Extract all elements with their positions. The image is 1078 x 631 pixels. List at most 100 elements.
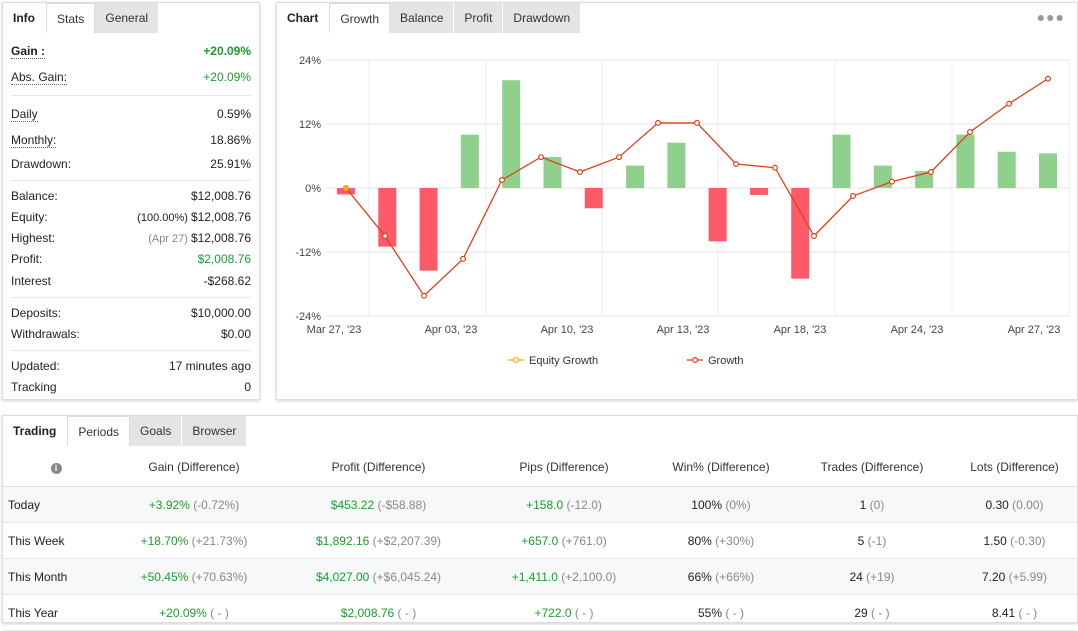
win-cell-difference: (+30%) <box>715 533 755 548</box>
tab-periods[interactable]: Periods <box>67 416 131 446</box>
col-lots: Lots (Difference) <box>952 448 1077 487</box>
gain-value: +20.09% <box>203 44 251 58</box>
deposits-value: $10,000.00 <box>190 306 251 320</box>
profit-cell-difference: (+$2,207.39) <box>372 533 442 548</box>
growth-point <box>888 178 895 185</box>
pips-cell-difference: ( - ) <box>574 605 594 620</box>
lots-cell-value: 0.30 <box>985 497 1009 512</box>
updated-label: Updated: <box>11 359 60 373</box>
growth-bar <box>997 151 1016 188</box>
win-cell-difference: (0%) <box>725 497 751 512</box>
y-tick-label: -24% <box>295 311 321 323</box>
growth-point <box>460 255 467 262</box>
more-dots-icon[interactable]: ●●● <box>1036 9 1065 25</box>
pips-cell-difference: (+2,100.0) <box>561 569 617 584</box>
win-cell: 100% (0%) <box>650 486 792 523</box>
tab-stats[interactable]: Stats <box>46 3 96 33</box>
profit-label: Profit: <box>11 252 43 266</box>
growth-line <box>345 78 1049 297</box>
highest-value-wrap: (Apr 27) $12,008.76 <box>148 231 251 245</box>
legend-growth-label: Growth <box>708 355 743 367</box>
trades-cell-difference: (-1) <box>867 533 887 548</box>
profit-cell: $1,892.16 (+$2,207.39) <box>279 522 478 559</box>
table-row: Today +3.92% (-0.72%) $453.22 (-$58.88) +15… <box>3 486 1077 523</box>
tab-growth[interactable]: Growth <box>329 3 391 33</box>
divider <box>11 95 251 96</box>
growth-bar <box>873 165 892 188</box>
trades-cell: 29 ( - ) <box>792 594 952 631</box>
period-cell-value: Today <box>8 497 41 512</box>
table-row: This Week +18.70% (+21.73%) $1,892.16 (+$2… <box>3 522 1077 559</box>
growth-point <box>655 119 662 126</box>
abs-gain-label[interactable]: Abs. Gain: <box>11 69 68 85</box>
highest-row: Highest: (Apr 27) $12,008.76 <box>11 228 251 248</box>
tab-trading[interactable]: Trading <box>3 416 68 446</box>
profit-cell: $453.22 (-$58.88) <box>279 486 478 523</box>
trades-cell: 1 (0) <box>792 486 952 523</box>
deposits-label: Deposits: <box>11 306 62 320</box>
drawdown-row: Drawdown: 25.91% <box>11 154 251 174</box>
growth-point <box>616 154 623 161</box>
trades-cell-difference: (0) <box>869 497 885 512</box>
profit-cell-value: $453.22 <box>330 497 375 512</box>
trades-cell-difference: (+19) <box>866 569 895 584</box>
profit-cell-difference: (-$58.88) <box>377 497 427 512</box>
gain-cell: +3.92% (-0.72%) <box>109 486 279 523</box>
tab-browser[interactable]: Browser <box>182 416 248 446</box>
monthly-value: 18.86% <box>210 133 251 147</box>
growth-point <box>810 233 817 240</box>
daily-label[interactable]: Daily <box>11 106 38 122</box>
info-header: i <box>3 448 109 487</box>
highest-label: Highest: <box>11 231 56 245</box>
pips-cell-value: +722.0 <box>534 605 572 620</box>
pips-cell: +158.0 (-12.0) <box>478 486 650 523</box>
balance-value: $12,008.76 <box>190 189 251 203</box>
growth-bar <box>502 80 521 188</box>
y-tick-label: 24% <box>299 55 321 67</box>
gain-cell: +50.45% (+70.63%) <box>109 558 279 595</box>
withdrawals-value: $0.00 <box>220 327 251 341</box>
tab-general[interactable]: General <box>95 3 160 33</box>
growth-bar <box>791 188 810 279</box>
win-cell-difference: ( - ) <box>725 605 745 620</box>
col-win: Win% (Difference) <box>650 448 792 487</box>
tab-balance[interactable]: Balance <box>390 3 455 33</box>
trades-cell-value: 1 <box>859 497 867 512</box>
highest-value: $12,008.76 <box>190 231 251 245</box>
divider <box>11 350 251 351</box>
period-cell: This Year <box>3 594 109 631</box>
gain-label[interactable]: Gain : <box>11 43 46 59</box>
growth-point <box>538 154 545 161</box>
tracking-row: Tracking 0 <box>11 377 251 397</box>
monthly-label[interactable]: Monthly: <box>11 132 57 148</box>
deposits-row: Deposits: $10,000.00 <box>11 303 251 323</box>
growth-point <box>927 168 934 175</box>
profit-cell-value: $4,027.00 <box>315 569 370 584</box>
growth-point <box>966 128 973 135</box>
tab-profit[interactable]: Profit <box>454 3 504 33</box>
drawdown-value: 25.91% <box>210 157 251 171</box>
growth-bar <box>419 188 438 271</box>
gain-cell-value: +20.09% <box>159 605 207 620</box>
trades-cell: 24 (+19) <box>792 558 952 595</box>
periods-body: Today +3.92% (-0.72%) $453.22 (-$58.88) +15… <box>3 486 1077 631</box>
pips-cell-difference: (-12.0) <box>566 497 602 512</box>
drawdown-label: Drawdown: <box>11 157 72 171</box>
growth-bar <box>337 188 355 195</box>
growth-bar <box>708 188 727 242</box>
tab-drawdown[interactable]: Drawdown <box>503 3 582 33</box>
tab-info[interactable]: Info <box>3 3 46 33</box>
pips-cell: +1,411.0 (+2,100.0) <box>478 558 650 595</box>
win-cell: 55% ( - ) <box>650 594 792 631</box>
win-cell-value: 80% <box>687 533 712 548</box>
tab-goals[interactable]: Goals <box>130 416 183 446</box>
updated-row: Updated: 17 minutes ago <box>11 356 251 376</box>
growth-point <box>772 164 779 171</box>
win-cell-value: 100% <box>691 497 722 512</box>
x-tick-label: Apr 18, '23 <box>774 324 827 336</box>
period-cell-value: This Week <box>8 533 65 548</box>
info-icon[interactable]: i <box>50 463 62 474</box>
growth-chart: 24% 12% 0% -12% -24%Mar 27, '23 Apr 03, '23 Ap… <box>295 55 1070 367</box>
x-tick-label: Mar 27, '23 <box>307 324 362 336</box>
gain-row: Gain : +20.09% <box>11 41 251 61</box>
